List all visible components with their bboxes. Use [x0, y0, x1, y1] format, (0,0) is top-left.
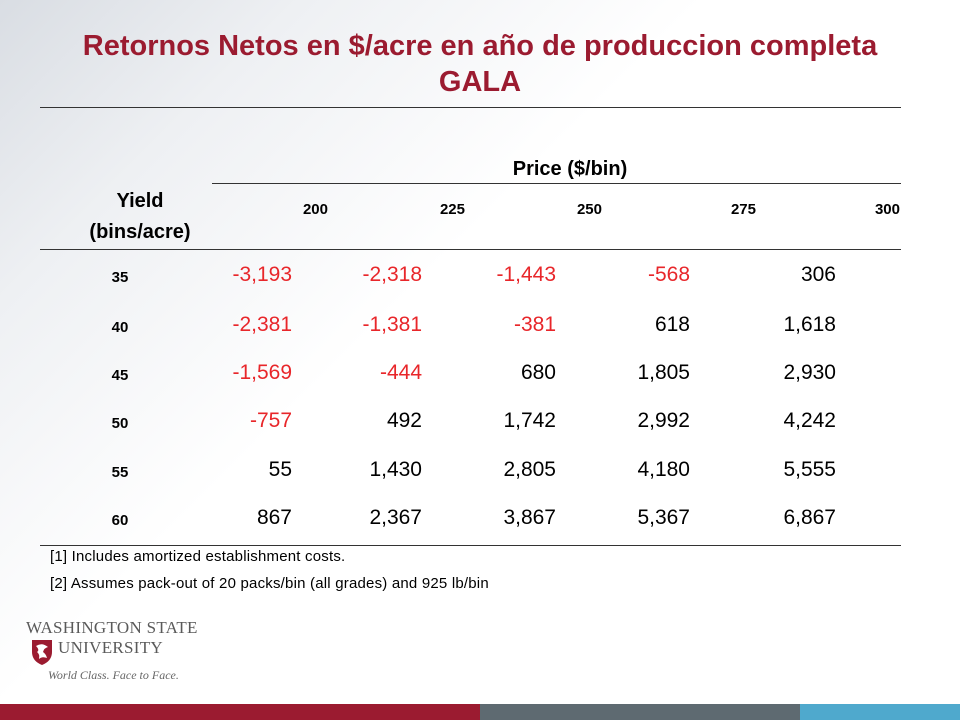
- net-return-cell: 5,367: [637, 506, 690, 529]
- net-return-cell: -381: [513, 313, 556, 336]
- yield-header-line-2: (bins/acre): [89, 221, 191, 243]
- logo-line-2: UNIVERSITY: [58, 638, 163, 657]
- cougar-shield-icon: [32, 640, 52, 665]
- net-return-cell: 2,930: [783, 361, 836, 384]
- title-line-2: GALA: [438, 66, 522, 98]
- footer-bar-blue: [800, 704, 960, 720]
- wsu-logo: WASHINGTON STATE UNIVERSITY World Class.…: [26, 618, 216, 688]
- price-header-275: 275: [730, 201, 756, 218]
- price-column-header: Price ($/bin): [512, 158, 628, 180]
- yield-value: 50: [111, 415, 129, 432]
- net-return-cell: 306: [800, 263, 836, 286]
- yield-header-line-1: Yield: [116, 190, 164, 212]
- net-return-cell: 618: [654, 313, 690, 336]
- net-return-cell: -1,569: [232, 361, 292, 384]
- net-return-cell: 4,180: [637, 458, 690, 481]
- yield-value: 60: [111, 512, 129, 529]
- net-return-cell: -1,381: [362, 313, 422, 336]
- net-return-cell: 6,867: [783, 506, 836, 529]
- net-return-cell: 2,992: [637, 409, 690, 432]
- net-return-cell: -3,193: [232, 263, 292, 286]
- net-return-cell: 492: [386, 409, 422, 432]
- net-return-cell: -444: [379, 361, 422, 384]
- header-bottom-rule: [40, 249, 901, 250]
- net-return-cell: -568: [647, 263, 690, 286]
- net-return-cell: 867: [256, 506, 292, 529]
- net-return-cell: 4,242: [783, 409, 836, 432]
- title-line-1: Retornos Netos en $/acre en año de produ…: [82, 30, 878, 62]
- net-return-cell: -757: [249, 409, 292, 432]
- price-header-300: 300: [874, 201, 900, 218]
- net-return-cell: 1,805: [637, 361, 690, 384]
- price-header-225: 225: [439, 201, 465, 218]
- net-return-cell: 2,367: [369, 506, 422, 529]
- net-return-cell: -1,443: [496, 263, 556, 286]
- net-return-cell: 680: [520, 361, 556, 384]
- yield-column-header: Yield (bins/acre): [40, 186, 240, 248]
- yield-value: 45: [111, 367, 129, 384]
- net-return-cell: 5,555: [783, 458, 836, 481]
- table-bottom-rule: [40, 545, 901, 546]
- net-return-cell: 1,742: [503, 409, 556, 432]
- price-header-rule: [212, 183, 901, 184]
- net-return-cell: -2,318: [362, 263, 422, 286]
- yield-value: 55: [111, 464, 129, 481]
- footnote-2: [2] Assumes pack-out of 20 packs/bin (al…: [50, 575, 489, 592]
- slide-title: Retornos Netos en $/acre en año de produ…: [20, 28, 940, 100]
- price-header-250: 250: [576, 201, 602, 218]
- net-return-cell: 1,618: [783, 313, 836, 336]
- table-top-rule: [40, 107, 901, 108]
- net-return-cell: 55: [268, 458, 292, 481]
- footer-bar-red: [0, 704, 480, 720]
- net-return-cell: 2,805: [503, 458, 556, 481]
- net-return-cell: -2,381: [232, 313, 292, 336]
- footer-bar-gray: [480, 704, 800, 720]
- yield-value: 40: [111, 319, 129, 336]
- logo-tagline: World Class. Face to Face.: [48, 668, 179, 682]
- logo-line-1: WASHINGTON STATE: [26, 618, 198, 637]
- net-return-cell: 1,430: [369, 458, 422, 481]
- yield-value: 35: [111, 269, 129, 286]
- net-return-cell: 3,867: [503, 506, 556, 529]
- price-header-200: 200: [302, 201, 328, 218]
- footnote-1: [1] Includes amortized establishment cos…: [50, 548, 346, 565]
